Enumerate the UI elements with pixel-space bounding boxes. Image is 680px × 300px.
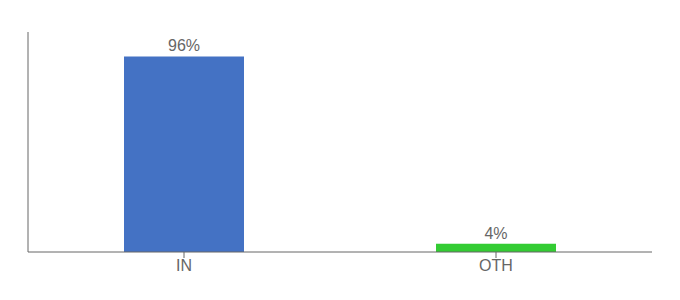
svg-text:4%: 4%	[484, 225, 507, 242]
svg-text:96%: 96%	[168, 37, 200, 54]
svg-text:OTH: OTH	[479, 257, 513, 274]
svg-text:IN: IN	[176, 257, 192, 274]
